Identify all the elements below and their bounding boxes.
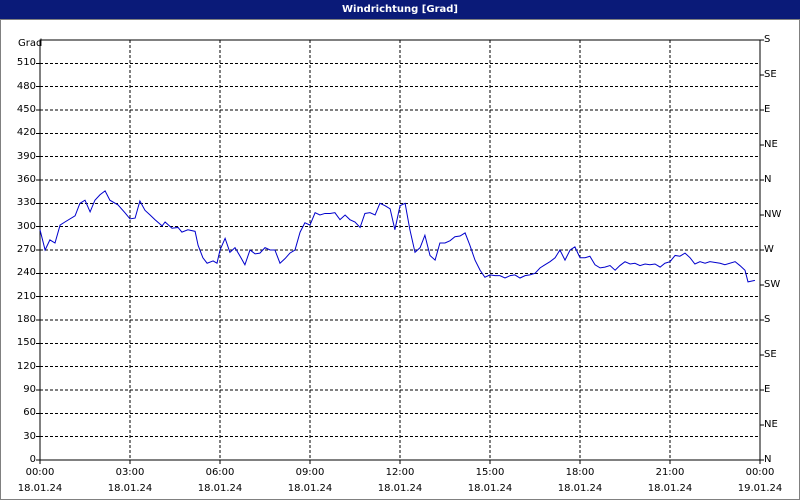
- x-tick-label: 06:00 18.01.24: [197, 467, 243, 494]
- x-tick-label: 15:00 18.01.24: [467, 467, 513, 494]
- y-tick-label: 270: [16, 244, 36, 255]
- y2-tick-label: NE: [764, 139, 778, 150]
- x-tick-label: 18:00 18.01.24: [557, 467, 603, 494]
- y-tick-label: 510: [16, 57, 36, 69]
- y2-tick-label: S: [764, 314, 771, 325]
- y-tick-label: 210: [16, 290, 36, 302]
- y2-tick-label: NE: [764, 419, 778, 430]
- y-axis-label: Grad: [18, 38, 43, 49]
- x-tick-label: 21:00 18.01.24: [647, 467, 693, 494]
- title-bar: Windrichtung [Grad]: [0, 0, 800, 19]
- y2-tick-label: N: [764, 454, 772, 465]
- y2-tick-label: E: [764, 104, 771, 115]
- y-tick-label: 150: [16, 337, 36, 349]
- y-tick-label: 0: [29, 454, 36, 465]
- y2-tick-label: N: [764, 174, 772, 185]
- y-tick-label: 360: [16, 174, 36, 185]
- y2-tick-label: NW: [764, 209, 782, 220]
- x-tick-label: 00:00 19.01.24: [737, 467, 783, 494]
- y2-tick-label: SE: [764, 69, 777, 80]
- y-tick-label: 60: [23, 407, 36, 419]
- y2-tick-label: E: [764, 384, 771, 395]
- x-tick-label: 09:00 18.01.24: [287, 467, 333, 494]
- y-tick-label: 120: [16, 360, 36, 372]
- y-tick-label: 300: [16, 220, 36, 232]
- x-tick-label: 12:00 18.01.24: [377, 467, 423, 494]
- x-tick-label: 03:00 18.01.24: [107, 467, 153, 494]
- y2-tick-label: S: [764, 34, 771, 45]
- plot-border: [39, 39, 761, 461]
- y-tick-label: 180: [16, 314, 36, 325]
- y-tick-label: 480: [16, 80, 36, 92]
- y-tick-label: 30: [23, 430, 36, 442]
- y-tick-label: 240: [16, 267, 36, 279]
- y-tick-label: 330: [16, 197, 36, 209]
- y2-tick-label: SW: [764, 279, 781, 290]
- y2-tick-label: SE: [764, 349, 777, 360]
- y2-tick-label: W: [764, 244, 774, 255]
- y-tick-label: 390: [16, 150, 36, 162]
- y-tick-label: 420: [16, 127, 36, 139]
- x-tick-label: 00:00 18.01.24: [17, 467, 63, 494]
- y-tick-label: 90: [23, 384, 36, 395]
- y-tick-label: 450: [16, 104, 36, 115]
- data-line: [39, 190, 756, 283]
